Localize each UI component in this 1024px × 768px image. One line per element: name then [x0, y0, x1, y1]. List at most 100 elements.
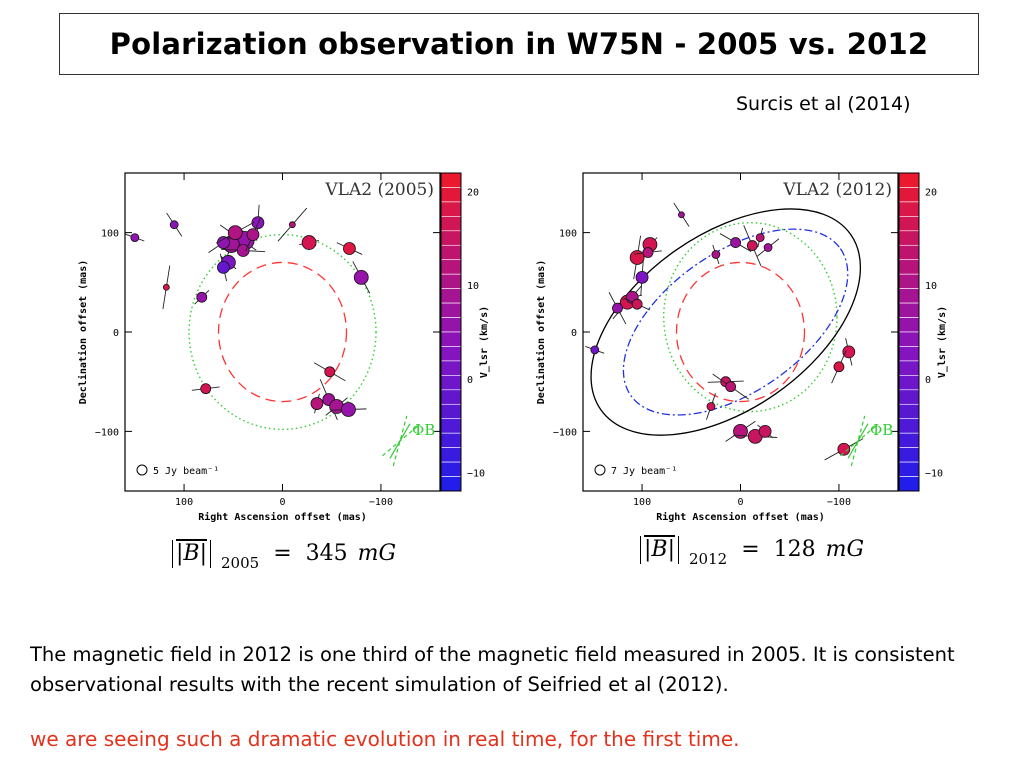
colorbar-segment [440, 244, 462, 261]
ellipse-dashed [217, 261, 348, 403]
maser-point [837, 442, 851, 456]
maser-point [725, 381, 737, 393]
maser-point [635, 270, 649, 284]
colorbar-segment [898, 172, 920, 188]
maser-point [590, 345, 600, 355]
maser-point [711, 250, 721, 259]
citation: Surcis et al (2014) [736, 93, 911, 115]
plot-frame [582, 172, 899, 492]
colorbar-segment [898, 447, 920, 463]
colorbar-segment [440, 403, 462, 420]
colorbar-segment [898, 288, 920, 304]
colorbar-segment [440, 172, 462, 188]
colorbar-segment [898, 230, 920, 246]
title-box: Polarization observation in W75N - 2005 … [59, 13, 979, 75]
plot-area [585, 202, 864, 461]
colorbar-segment [898, 244, 920, 261]
colorbar-tick-label: 10 [925, 281, 937, 292]
y-tick-label: −100 [553, 427, 577, 438]
field-direction-line [850, 415, 866, 467]
colorbar-segment [898, 317, 920, 333]
colorbar-segment [440, 461, 462, 477]
colorbar-segment [440, 259, 462, 275]
slide-title: Polarization observation in W75N - 2005 … [109, 27, 929, 61]
summary-paragraph: The magnetic field in 2012 is one third … [30, 642, 955, 696]
maser-point [236, 244, 250, 257]
colorbar-label: V_lsr (km/s) [479, 306, 490, 378]
phi-b-label: ΦB [412, 421, 435, 439]
beam-marker [594, 464, 606, 476]
colorbar-tick-label: 20 [925, 188, 937, 199]
x-axis-label: Right Ascension offset (mas) [198, 511, 367, 523]
colorbar-segment [440, 317, 462, 333]
maser-point [755, 233, 765, 242]
beam-marker [136, 464, 148, 476]
colorbar-segment [898, 476, 920, 492]
x-tick-label: 100 [175, 497, 193, 508]
maser-point [758, 424, 772, 438]
equals-sign: = [273, 541, 292, 566]
ellipse-dashdot [622, 228, 849, 416]
field-direction-line [839, 425, 877, 457]
colorbar-segment [898, 273, 920, 289]
maser-point [612, 302, 623, 314]
colorbar-segment [440, 346, 462, 362]
y-tick-label: 100 [101, 229, 119, 240]
highlight-statement: we are seeing such a dramatic evolution … [30, 727, 740, 751]
colorbar-segment [440, 432, 462, 448]
colorbar-segment [440, 447, 462, 463]
maser-point [746, 240, 758, 251]
maser-point [629, 250, 645, 265]
field-direction-line [381, 425, 419, 457]
colorbar-segment [440, 476, 462, 492]
beam-label: 7 Jy beam⁻¹ [611, 466, 677, 477]
maser-point [642, 247, 654, 258]
colorbar-segment [440, 273, 462, 289]
colorbar-segment [440, 389, 462, 405]
maser-point [678, 211, 685, 219]
y-tick-label: 0 [113, 328, 119, 339]
colorbar-segment [440, 216, 462, 232]
field-formula-2005: |B| 2005 = 345 mG [172, 540, 397, 572]
colorbar-tick-label: −10 [467, 468, 485, 479]
maser-point [130, 233, 140, 242]
y-axis-label: Declination offset (mas) [535, 260, 547, 405]
x-tick-label: −100 [369, 497, 393, 508]
y-tick-label: −100 [95, 427, 119, 438]
colorbar-segment [898, 216, 920, 232]
maser-point [246, 228, 260, 242]
field-unit: mG [357, 541, 397, 566]
maser-point [200, 383, 212, 395]
maser-point [217, 236, 230, 249]
colorbar-segment [898, 346, 920, 362]
x-tick-label: 0 [737, 497, 743, 508]
colorbar-segment [898, 259, 920, 275]
maser-point [763, 243, 773, 252]
maser-point [730, 237, 741, 248]
field-value: 345 [305, 541, 348, 566]
maser-point [341, 402, 356, 417]
colorbar-segment [440, 187, 462, 203]
field-subscript-year: 2005 [221, 554, 260, 572]
colorbar-segment [898, 403, 920, 420]
colorbar-segment [898, 432, 920, 448]
equals-sign: = [741, 537, 760, 562]
colorbar-tick-label: 20 [467, 188, 479, 199]
maser-point [196, 291, 208, 303]
maser-point [842, 345, 856, 359]
colorbar-segment [898, 418, 920, 434]
maser-point [353, 269, 369, 285]
colorbar-tick-label: 10 [467, 281, 479, 292]
chart-panel-2012: VLA2 (2012) 100 0 −100 100 0 −100 Right Ascensi… [528, 165, 948, 525]
maser-point [301, 235, 317, 250]
maser-point [310, 397, 324, 410]
colorbar-segment [440, 331, 462, 347]
maser-point [169, 220, 179, 230]
chart-title: VLA2 (2005) [324, 180, 434, 200]
ellipse-dotted [188, 233, 377, 431]
field-subscript-year: 2012 [689, 550, 728, 568]
field-direction-line [392, 415, 408, 467]
colorbar-tick-label: 0 [925, 375, 931, 386]
